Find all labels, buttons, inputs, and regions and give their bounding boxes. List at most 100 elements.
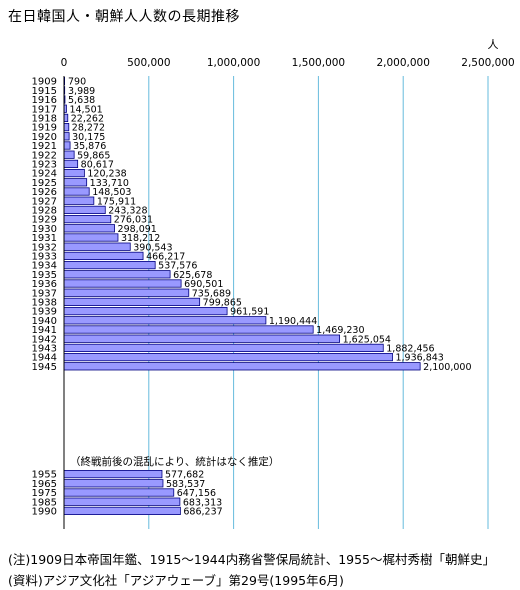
value-label: 59,865 [77,150,110,161]
year-label: 1920 [32,132,57,143]
value-label: 583,537 [166,479,205,490]
value-label: 120,238 [87,169,126,180]
year-label: 1925 [32,178,57,189]
bar [63,141,71,150]
year-label: 1936 [32,279,57,290]
year-labels: 1909191519161917191819191920192119221923… [32,77,57,518]
year-label: 1932 [32,242,57,253]
footnote-source: (資料)アジア文化社「アジアウェーブ」第29号(1995年6月) [8,573,344,588]
value-label: 466,217 [146,252,185,263]
year-label: 1923 [32,160,57,171]
value-label: 22,262 [71,114,104,125]
year-label: 1945 [32,362,57,373]
bar [63,196,95,205]
bar [63,251,144,260]
bar [63,506,181,516]
value-label: 1,882,456 [386,344,434,355]
year-label: 1933 [32,252,57,263]
year-label: 1918 [32,114,57,125]
year-label: 1934 [32,261,57,272]
bar [63,214,112,224]
year-label: 1916 [32,95,57,106]
x-tick-label: 1,500,000 [292,57,345,69]
year-label: 1937 [32,288,57,299]
x-tick-label: 2,500,000 [461,57,514,69]
value-label: 175,911 [97,196,136,207]
value-label: 298,091 [118,224,157,235]
year-label: 1975 [32,488,57,499]
year-label: 1917 [32,104,57,115]
year-label: 1965 [32,479,57,490]
year-label: 1935 [32,270,57,281]
bar-chart: 0 500,000 1,000,000 1,500,000 2,000,000 2,500… [32,38,515,529]
bar [63,362,421,371]
bar [63,159,79,168]
x-tick-label: 1,000,000 [207,57,260,69]
bar [63,150,75,159]
bar [63,224,115,233]
bar [63,260,156,270]
year-label: 1926 [32,187,57,198]
bar [63,497,181,506]
value-label: 690,501 [184,279,223,290]
year-label: 1938 [32,298,57,309]
year-label: 1930 [32,224,57,235]
year-label: 1942 [32,334,57,345]
bar [63,352,393,362]
value-label: 5,638 [68,95,95,106]
bar [63,270,171,279]
bar [63,113,69,122]
year-label: 1990 [32,507,57,518]
year-label: 1915 [32,86,57,97]
year-label: 1939 [32,307,57,318]
year-label: 1909 [32,77,57,88]
year-label: 1941 [32,325,57,336]
value-labels: 7903,9895,63814,50122,26228,27230,17535,… [68,77,472,518]
value-label: 686,237 [183,507,222,518]
x-tick-label: 500,000 [127,57,170,69]
value-label: 3,989 [68,86,95,97]
bar [63,178,88,187]
value-label: 243,328 [108,206,147,217]
year-label: 1921 [32,141,57,152]
year-label: 1929 [32,215,57,226]
year-label: 1919 [32,123,57,134]
value-label: 35,876 [73,141,106,152]
bar [63,343,384,353]
year-label: 1927 [32,196,57,207]
value-label: 28,272 [72,123,105,134]
x-axis: 0 500,000 1,000,000 1,500,000 2,000,000 2,500… [61,57,515,529]
value-label: 683,313 [183,497,222,508]
value-label: 14,501 [69,104,102,115]
value-label: 2,100,000 [423,362,471,373]
value-label: 148,503 [92,187,131,198]
year-label: 1928 [32,206,57,217]
bar [63,306,228,316]
bar [63,479,164,488]
bar [63,488,175,497]
bar [63,297,201,307]
value-label: 390,543 [133,242,172,253]
bar [63,242,131,251]
value-label: 318,212 [121,233,160,244]
bars [63,77,421,516]
x-tick-label: 0 [61,57,68,69]
value-label: 276,031 [114,215,153,226]
value-label: 625,678 [173,270,212,281]
value-label: 80,617 [81,160,114,171]
bar [63,132,70,141]
bar [63,469,163,479]
year-label: 1922 [32,150,57,161]
year-label: 1944 [32,353,57,364]
value-label: 735,689 [192,288,231,299]
bar [63,187,90,196]
value-label: 799,865 [203,298,242,309]
bar [63,279,182,288]
bar [63,325,314,334]
value-label: 537,576 [158,261,197,272]
value-label: 647,156 [177,488,216,499]
page-title: 在日韓国人・朝鮮人人数の長期推移 [8,9,240,25]
bar [63,123,70,132]
value-label: 1,469,230 [316,325,364,336]
year-label: 1931 [32,233,57,244]
